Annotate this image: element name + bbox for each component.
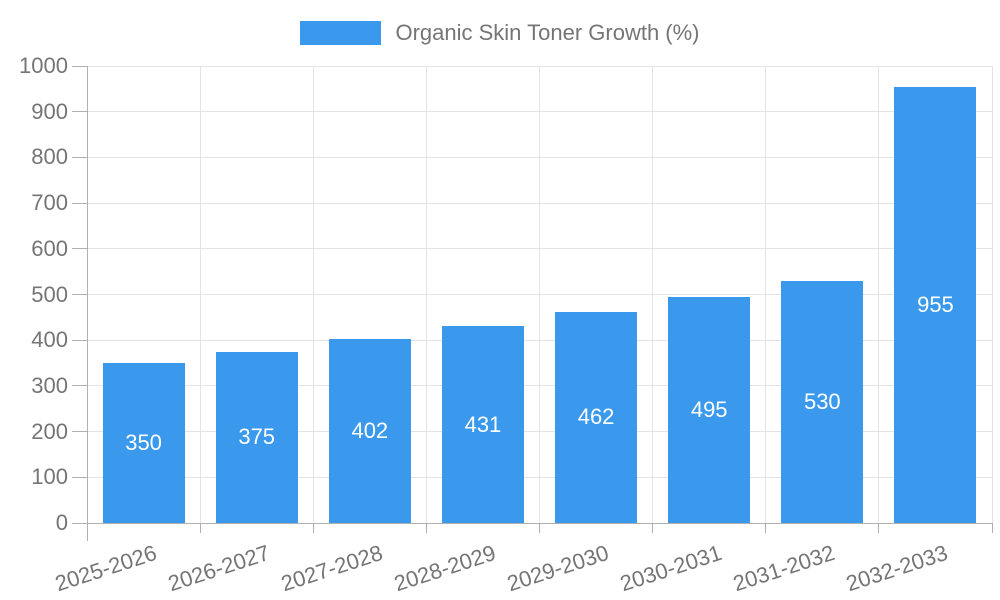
y-tick bbox=[72, 202, 87, 204]
x-axis-line bbox=[87, 522, 992, 524]
y-tick bbox=[72, 156, 87, 158]
bar-value-label: 431 bbox=[464, 411, 502, 437]
x-tick bbox=[652, 523, 654, 533]
bar-value-label: 495 bbox=[690, 396, 728, 422]
bar-value-label: 530 bbox=[803, 388, 841, 414]
x-tick bbox=[199, 523, 201, 533]
y-axis-tick-label: 0 bbox=[55, 510, 68, 535]
x-gridline bbox=[991, 66, 993, 523]
x-tick bbox=[312, 523, 314, 533]
y-axis-tick-label: 900 bbox=[31, 98, 68, 124]
y-tick bbox=[72, 476, 87, 478]
bar-value-label: 402 bbox=[351, 418, 389, 444]
x-gridline bbox=[425, 66, 427, 523]
bar: 462 bbox=[555, 311, 638, 523]
y-tick bbox=[72, 339, 87, 341]
y-tick bbox=[72, 522, 87, 524]
bar-value-label: 955 bbox=[917, 291, 954, 317]
x-gridline bbox=[539, 66, 540, 523]
y-tick bbox=[72, 65, 87, 67]
legend-label: Organic Skin Toner Growth (%) bbox=[395, 20, 700, 45]
x-tick bbox=[765, 523, 767, 533]
bar-value-label: 375 bbox=[238, 424, 276, 450]
y-axis-tick-label: 1000 bbox=[19, 53, 68, 78]
bar-value-label: 462 bbox=[577, 404, 615, 430]
y-axis-tick-label: 600 bbox=[31, 235, 68, 261]
x-tick bbox=[539, 523, 540, 533]
bar: 375 bbox=[215, 351, 298, 523]
x-gridline bbox=[765, 66, 767, 523]
y-tick bbox=[72, 111, 87, 113]
legend-swatch bbox=[300, 21, 382, 45]
y-axis-tick-label: 500 bbox=[31, 281, 68, 307]
bar: 350 bbox=[102, 363, 185, 523]
y-tick bbox=[72, 294, 87, 295]
y-axis-tick-label: 300 bbox=[31, 372, 68, 398]
bar-value-label: 350 bbox=[125, 430, 162, 456]
y-axis-tick-label: 200 bbox=[31, 418, 68, 444]
y-axis-line bbox=[86, 66, 88, 541]
y-axis-tick-label: 800 bbox=[31, 144, 68, 170]
bar: 955 bbox=[894, 86, 977, 523]
x-gridline bbox=[878, 66, 880, 523]
x-tick bbox=[991, 523, 993, 533]
y-axis-tick-label: 400 bbox=[31, 327, 68, 353]
y-axis-tick-label: 100 bbox=[31, 464, 68, 490]
y-tick bbox=[72, 431, 87, 433]
bar: 530 bbox=[781, 280, 864, 523]
y-tick bbox=[72, 248, 87, 250]
x-gridline bbox=[199, 66, 201, 523]
x-gridline bbox=[652, 66, 654, 523]
x-tick bbox=[878, 523, 880, 533]
bar: 431 bbox=[441, 326, 524, 523]
chart-legend: Organic Skin Toner Growth (%) bbox=[0, 20, 1000, 46]
x-gridline bbox=[312, 66, 314, 523]
bar: 495 bbox=[668, 296, 751, 523]
bar: 402 bbox=[328, 339, 411, 523]
y-tick bbox=[72, 385, 87, 387]
y-axis-tick-label: 700 bbox=[31, 190, 68, 216]
x-tick bbox=[425, 523, 427, 533]
